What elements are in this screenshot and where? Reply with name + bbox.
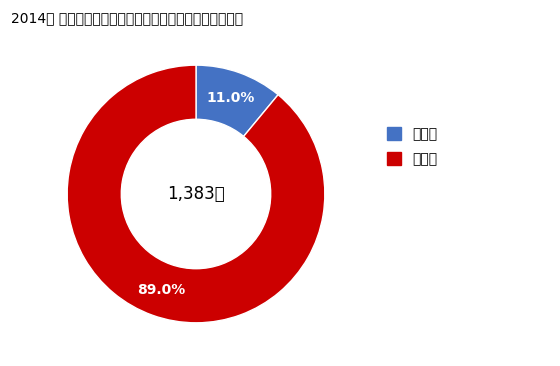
Text: 1,383人: 1,383人 — [167, 185, 225, 203]
Text: 2014年 商業の従業者数にしめる卸売業と小売業のシェア: 2014年 商業の従業者数にしめる卸売業と小売業のシェア — [11, 11, 244, 25]
Text: 89.0%: 89.0% — [137, 283, 186, 297]
Wedge shape — [67, 65, 325, 323]
Text: 11.0%: 11.0% — [206, 91, 255, 105]
Legend: 小売業, 卸売業: 小売業, 卸売業 — [380, 120, 444, 173]
Wedge shape — [196, 65, 278, 137]
